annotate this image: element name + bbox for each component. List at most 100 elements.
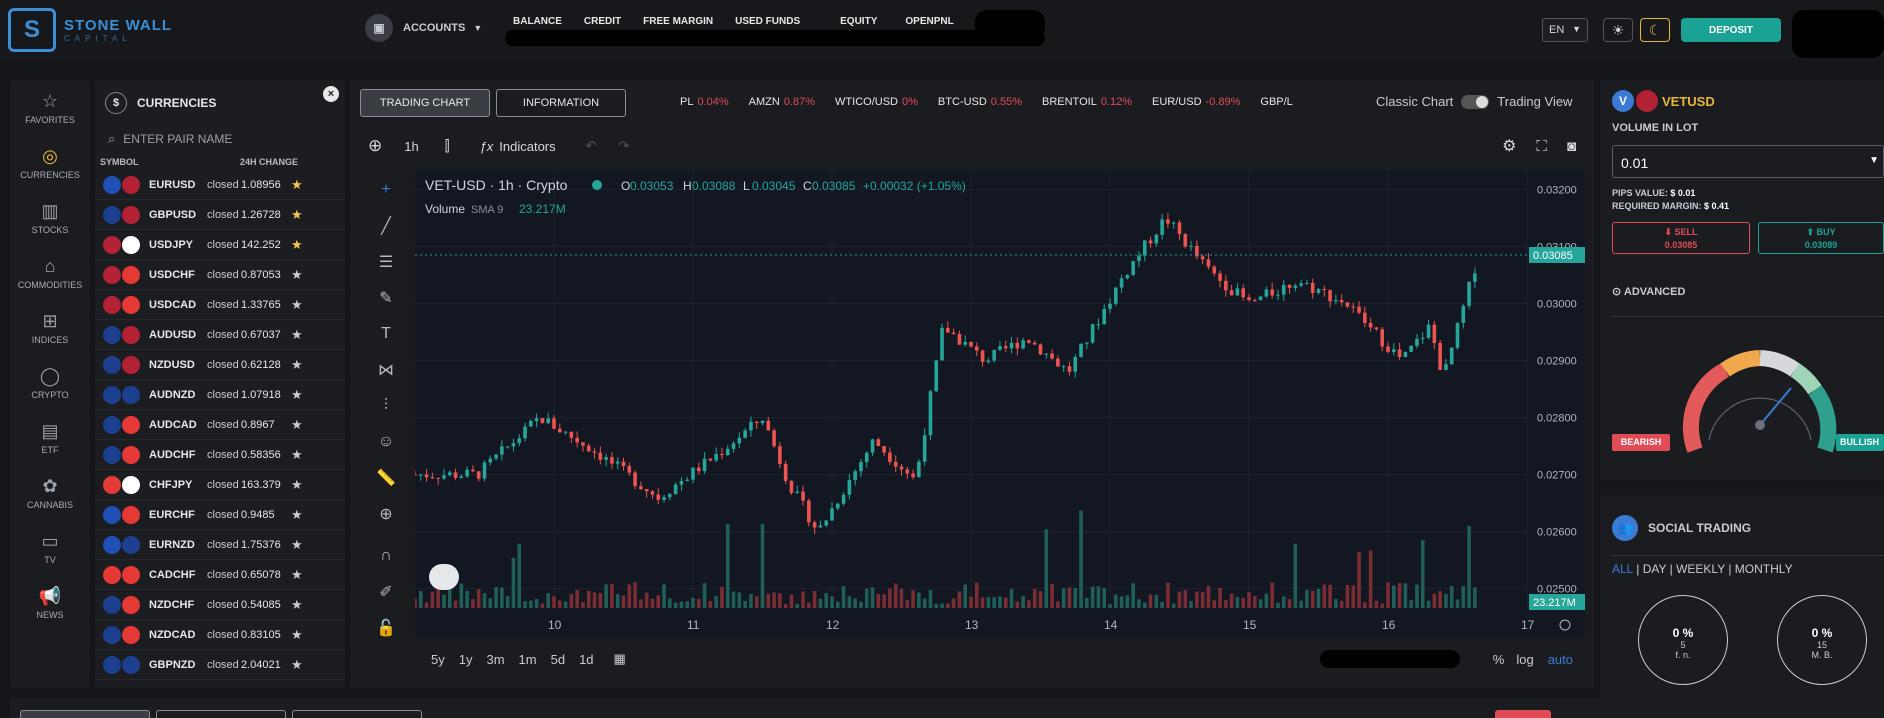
favorite-star-icon[interactable]: ★ (291, 656, 303, 672)
ticker-symbol[interactable]: PL (680, 96, 694, 108)
volume-input[interactable]: 0.01 ▼ (1612, 145, 1884, 178)
zoom-in-icon[interactable]: ⊕ (379, 506, 393, 523)
currency-row[interactable]: NZDCAD closed 0.83105 ★ (95, 620, 345, 650)
sidebar-item-favorites[interactable]: ☆ FAVORITES (25, 90, 75, 125)
tab-information[interactable]: INFORMATION (496, 89, 626, 117)
crosshair-icon[interactable]: + (381, 181, 391, 198)
redo-icon[interactable]: ↷ (618, 138, 630, 153)
trader-card[interactable]: 0 % 15 M. B. (1777, 595, 1867, 685)
favorite-star-icon[interactable]: ★ (291, 566, 303, 582)
log-toggle[interactable]: log (1516, 651, 1534, 667)
sidebar-item-cannabis[interactable]: ✿ CANNABIS (26, 475, 73, 510)
dark-theme-button[interactable]: ☾ (1640, 18, 1670, 42)
ruler-icon[interactable]: 📏 (376, 470, 396, 487)
timeframe-button[interactable]: 1m (518, 651, 537, 667)
currency-row[interactable]: USDCAD closed 1.33765 ★ (95, 290, 345, 320)
magnet-icon[interactable]: ∩ (380, 547, 392, 564)
trader-card[interactable]: 0 % 5 f. n. (1638, 595, 1728, 685)
brush-icon[interactable]: ✎ (379, 290, 393, 307)
forecast-icon[interactable]: ⫶ (383, 397, 388, 414)
language-select[interactable]: EN ▼ (1542, 18, 1588, 42)
currency-row[interactable]: GBPUSD closed 1.26728 ★ (95, 200, 345, 230)
light-theme-button[interactable]: ☀ (1603, 18, 1633, 42)
bottom-tab[interactable] (20, 710, 150, 718)
favorite-star-icon[interactable]: ★ (291, 416, 303, 432)
favorite-star-icon[interactable]: ★ (291, 356, 303, 372)
text-icon[interactable]: T (381, 325, 391, 342)
currency-row[interactable]: EURNZD closed 1.75376 ★ (95, 530, 345, 560)
favorite-star-icon[interactable]: ★ (291, 536, 303, 552)
trend-line-icon[interactable]: ╱ (381, 218, 391, 235)
accounts-dropdown[interactable]: ▣ ACCOUNTS ▼ (365, 14, 482, 42)
currency-row[interactable]: EURUSD closed 1.08956 ★ (95, 170, 345, 200)
currency-row[interactable]: CADCHF closed 0.65078 ★ (95, 560, 345, 590)
lock-icon[interactable]: 🔓 (376, 620, 396, 637)
favorite-star-icon[interactable]: ★ (291, 386, 303, 402)
undo-icon[interactable]: ↶ (585, 138, 597, 153)
sidebar-item-commodities[interactable]: ⌂ COMMODITIES (17, 255, 83, 290)
plus-circle-icon[interactable]: ⊕ (368, 136, 383, 155)
auto-toggle[interactable]: auto (1547, 651, 1573, 667)
favorite-star-icon[interactable]: ★ (291, 176, 303, 192)
interval-button[interactable]: 1h (404, 138, 419, 154)
sidebar-item-stocks[interactable]: ▥ STOCKS (31, 200, 69, 235)
favorite-star-icon[interactable]: ★ (291, 296, 303, 312)
view-switch[interactable] (1461, 94, 1490, 109)
indicators-button[interactable]: Indicators (499, 138, 556, 154)
favorite-star-icon[interactable]: ★ (291, 626, 303, 642)
ticker-symbol[interactable]: BRENTOIL (1042, 96, 1097, 108)
sidebar-item-indices[interactable]: ⊞ INDICES (31, 310, 69, 345)
currency-row[interactable]: AUDCHF closed 0.58356 ★ (95, 440, 345, 470)
sell-button[interactable]: ⬇ SELL 0.03085 (1612, 222, 1750, 254)
currency-row[interactable]: USDCHF closed 0.87053 ★ (95, 260, 345, 290)
sidebar-item-currencies[interactable]: ◎ CURRENCIES (20, 145, 80, 180)
filter-all[interactable]: ALL (1612, 562, 1633, 576)
sidebar-item-tv[interactable]: ▭ TV (41, 530, 59, 565)
fullscreen-icon[interactable]: ⛶ (1536, 137, 1547, 155)
pair-search[interactable]: ⌕ ENTER PAIR NAME (100, 126, 340, 152)
tab-trading-chart[interactable]: TRADING CHART (360, 89, 490, 117)
advanced-toggle[interactable]: ⊙ ADVANCED (1612, 285, 1685, 298)
currency-row[interactable]: GBPNZD closed 2.04021 ★ (95, 650, 345, 680)
sidebar-item-news[interactable]: 📢 NEWS (36, 585, 64, 620)
filter-weekly[interactable]: WEEKLY (1676, 562, 1725, 576)
currency-row[interactable]: AUDNZD closed 1.07918 ★ (95, 380, 345, 410)
brand-logo[interactable]: S STONE WALL CAPITAL (8, 8, 172, 52)
currency-row[interactable]: USDJPY closed 142.252 ★ (95, 230, 345, 260)
ticker-symbol[interactable]: GBP/L (1260, 96, 1293, 108)
filter-monthly[interactable]: MONTHLY (1734, 562, 1793, 576)
price-chart[interactable]: 0.032000.031000.030000.029000.028000.027… (415, 170, 1585, 638)
ticker-symbol[interactable]: EUR/USD (1152, 96, 1202, 108)
settings-icon[interactable]: ⚙ (1502, 138, 1517, 155)
axis-settings-icon[interactable] (1559, 619, 1571, 631)
buy-button[interactable]: ⬆ BUY 0.03089 (1758, 222, 1884, 254)
emoji-icon[interactable]: ☺ (377, 433, 395, 450)
currency-row[interactable]: AUDUSD closed 0.67037 ★ (95, 320, 345, 350)
date-range-icon[interactable]: ▦ (613, 651, 626, 666)
percent-toggle[interactable]: % (1492, 651, 1505, 667)
pattern-icon[interactable]: ⋈ (378, 362, 394, 379)
favorite-star-icon[interactable]: ★ (291, 446, 303, 462)
favorite-star-icon[interactable]: ★ (291, 596, 303, 612)
currency-row[interactable]: AUDCAD closed 0.8967 ★ (95, 410, 345, 440)
close-icon[interactable]: × (323, 86, 339, 102)
timeframe-button[interactable]: 3m (486, 651, 505, 667)
lock-drawing-icon[interactable]: ✐ (379, 584, 393, 601)
ticker-symbol[interactable]: WTICO/USD (835, 96, 898, 108)
timeframe-button[interactable]: 5d (550, 651, 566, 667)
timeframe-button[interactable]: 5y (431, 651, 445, 667)
camera-icon[interactable]: ◙ (1566, 137, 1576, 155)
timeframe-button[interactable]: 1y (458, 651, 473, 667)
currency-row[interactable]: NZDUSD closed 0.62128 ★ (95, 350, 345, 380)
fib-lines-icon[interactable]: ☰ (378, 254, 394, 271)
sidebar-item-crypto[interactable]: ◯ CRYPTO (31, 365, 69, 400)
currency-row[interactable]: EURCHF closed 0.9485 ★ (95, 500, 345, 530)
sidebar-item-etf[interactable]: ▤ ETF (41, 420, 59, 455)
deposit-button[interactable]: DEPOSIT (1681, 18, 1781, 42)
chart-view-toggle[interactable]: Classic Chart Trading View (1376, 94, 1572, 109)
ticker-symbol[interactable]: BTC-USD (937, 96, 987, 108)
ticker-symbol[interactable]: AMZN (748, 96, 780, 108)
favorite-star-icon[interactable]: ★ (291, 266, 303, 282)
currency-row[interactable]: CHFJPY closed 163.379 ★ (95, 470, 345, 500)
close-all-button[interactable] (1495, 710, 1551, 718)
